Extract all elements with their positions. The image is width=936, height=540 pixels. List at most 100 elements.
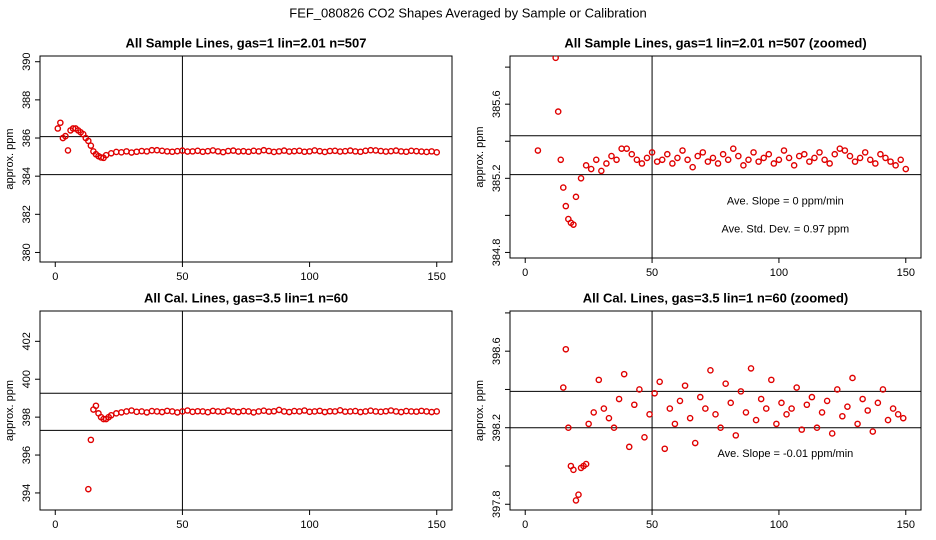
point [735,152,742,160]
y-tick-label: 380 [21,243,33,261]
point [646,411,653,418]
point [722,380,729,388]
point [595,376,603,384]
y-tick-label: 385.2 [491,165,503,193]
x-tick-label: 100 [770,267,788,279]
point [357,408,364,416]
point [613,156,620,164]
point [362,408,369,415]
point [874,399,882,407]
point [592,156,600,164]
y-tick-label: 398.2 [491,414,503,442]
point [864,407,872,414]
point [775,156,783,164]
point [85,137,92,145]
point [392,147,400,154]
point [851,158,859,165]
point [174,409,181,416]
point [582,162,590,169]
point [209,147,217,154]
annotation: Ave. Std. Dev. = 0.97 ppm [722,224,850,236]
point [669,160,676,167]
point [600,405,608,412]
point [897,156,905,164]
point [778,399,785,407]
point [661,445,669,453]
point [362,147,369,155]
y-tick-label: 398.6 [491,337,503,365]
point [428,148,435,155]
x-tick-label: 100 [300,271,318,283]
point [554,108,562,115]
point [433,408,441,415]
point [184,407,191,414]
point [219,148,227,156]
point [123,148,130,155]
point [585,420,592,428]
point [565,424,572,432]
point [783,411,790,418]
point [631,401,638,409]
point [714,160,722,167]
point [844,403,851,410]
point [798,426,806,433]
y-tick-label: 396 [21,446,33,464]
point [316,407,324,415]
point [684,156,691,164]
point [790,162,798,169]
point [285,408,293,416]
point [788,405,795,412]
point [780,147,788,154]
point [869,428,877,435]
point [724,156,732,164]
point [112,410,120,417]
annotation: Ave. Slope = 0 ppm/min [727,195,844,207]
x-tick-label: 0 [52,271,58,283]
point [316,147,324,155]
x-tick-label: 150 [428,271,446,283]
point [562,345,570,353]
point [833,386,841,393]
point [752,416,760,424]
point [382,407,390,415]
point [118,409,125,416]
point [562,202,570,210]
point [620,370,628,378]
x-tick-label: 100 [300,519,318,531]
point [633,156,641,164]
point [224,407,232,414]
point [740,162,747,169]
point [894,411,902,418]
panel: All Cal. Lines, gas=3.5 lin=1 n=60 approx… [4,290,453,531]
panel-title: All Sample Lines, gas=1 lin=2.01 n=507 (… [564,35,866,50]
point [557,156,565,164]
point [826,160,833,167]
point [559,184,567,191]
y-tick-label: 385.6 [491,90,503,118]
point [676,397,684,405]
point [582,460,590,468]
point [280,408,288,415]
point [433,149,441,156]
point [737,388,745,395]
point [717,424,724,432]
point [590,409,598,416]
point [636,386,643,393]
point [671,420,679,428]
point [610,424,618,432]
y-tick-label: 397.8 [491,490,503,518]
point [92,402,100,410]
point [702,405,709,412]
point [648,149,656,156]
x-tick-label: 150 [897,267,915,279]
point [199,148,207,156]
point [681,382,689,389]
point [638,160,646,167]
point [235,408,242,416]
x-tick-label: 50 [646,519,658,531]
point [275,148,283,155]
point [559,384,567,391]
x-tick-label: 0 [522,267,528,279]
point [828,430,836,437]
point [158,147,166,155]
